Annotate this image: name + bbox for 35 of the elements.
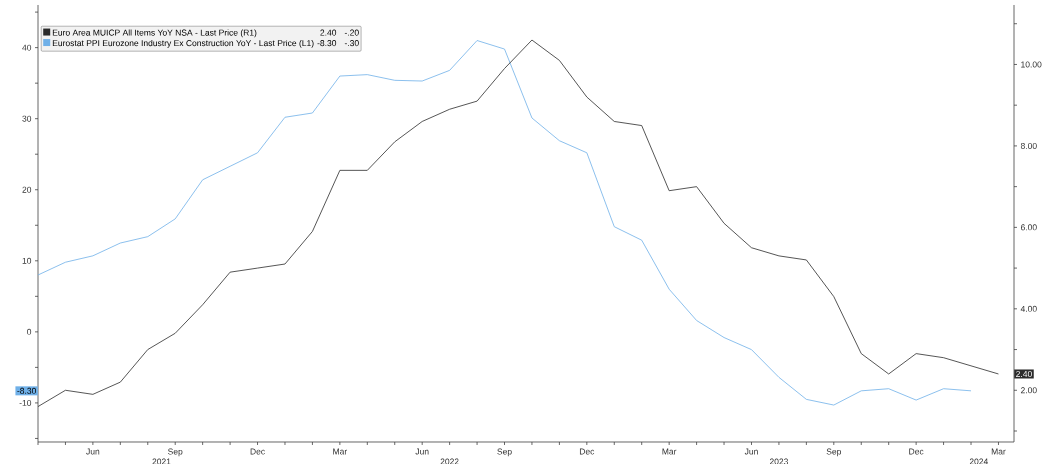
legend-label: Euro Area MUICP All Items YoY NSA - Last Price (R1) <box>52 29 257 38</box>
x-tick-label: Dec <box>909 448 924 455</box>
x-tick-label: Dec <box>250 448 265 455</box>
annotation: -.30 <box>344 40 359 47</box>
text: 2024 <box>969 458 988 464</box>
text: 2.40 <box>1016 370 1032 377</box>
x-tick-label: Jun <box>744 448 758 455</box>
y-tick-label: 20 <box>22 186 32 193</box>
x-tick-label: Sep <box>826 448 842 457</box>
x-tick-label: Mar <box>333 448 348 455</box>
y2-tick-label: 6.00 <box>1020 224 1037 231</box>
annotation: 2.40 <box>320 29 337 36</box>
y-tick-label: 30 <box>22 115 32 122</box>
y-tick-label: 0 <box>27 328 32 335</box>
y2-tick-label: 10.00 <box>1021 61 1042 68</box>
text: 2021 <box>152 458 171 464</box>
y-tick-label: -10 <box>19 399 32 406</box>
y2-tick-label: 4.00 <box>1020 305 1037 312</box>
x-tick-label: Mar <box>991 448 1006 455</box>
x-tick-label: Jun <box>86 448 100 455</box>
y-tick-label: 40 <box>22 44 32 51</box>
x-tick-label: Mar <box>662 448 677 455</box>
x-tick-label: Sep <box>168 448 183 457</box>
y-tick-label: 10 <box>22 257 32 264</box>
text: -8.30 <box>17 387 36 394</box>
x-tick-label: Sep <box>497 448 512 457</box>
text: 2023 <box>769 458 789 464</box>
text: 2022 <box>440 458 459 464</box>
y2-tick-label: 8.00 <box>1020 142 1037 149</box>
legend-label: Eurostat PPI Eurozone Industry Ex Construction YoY - Last Price (L1) <box>52 39 314 48</box>
x-tick-label: Dec <box>579 448 595 455</box>
annotation: -.20 <box>344 29 359 36</box>
x-tick-label: Jun <box>415 448 429 455</box>
annotation: -8.30 <box>317 40 337 47</box>
y2-tick-label: 2.00 <box>1020 387 1037 394</box>
